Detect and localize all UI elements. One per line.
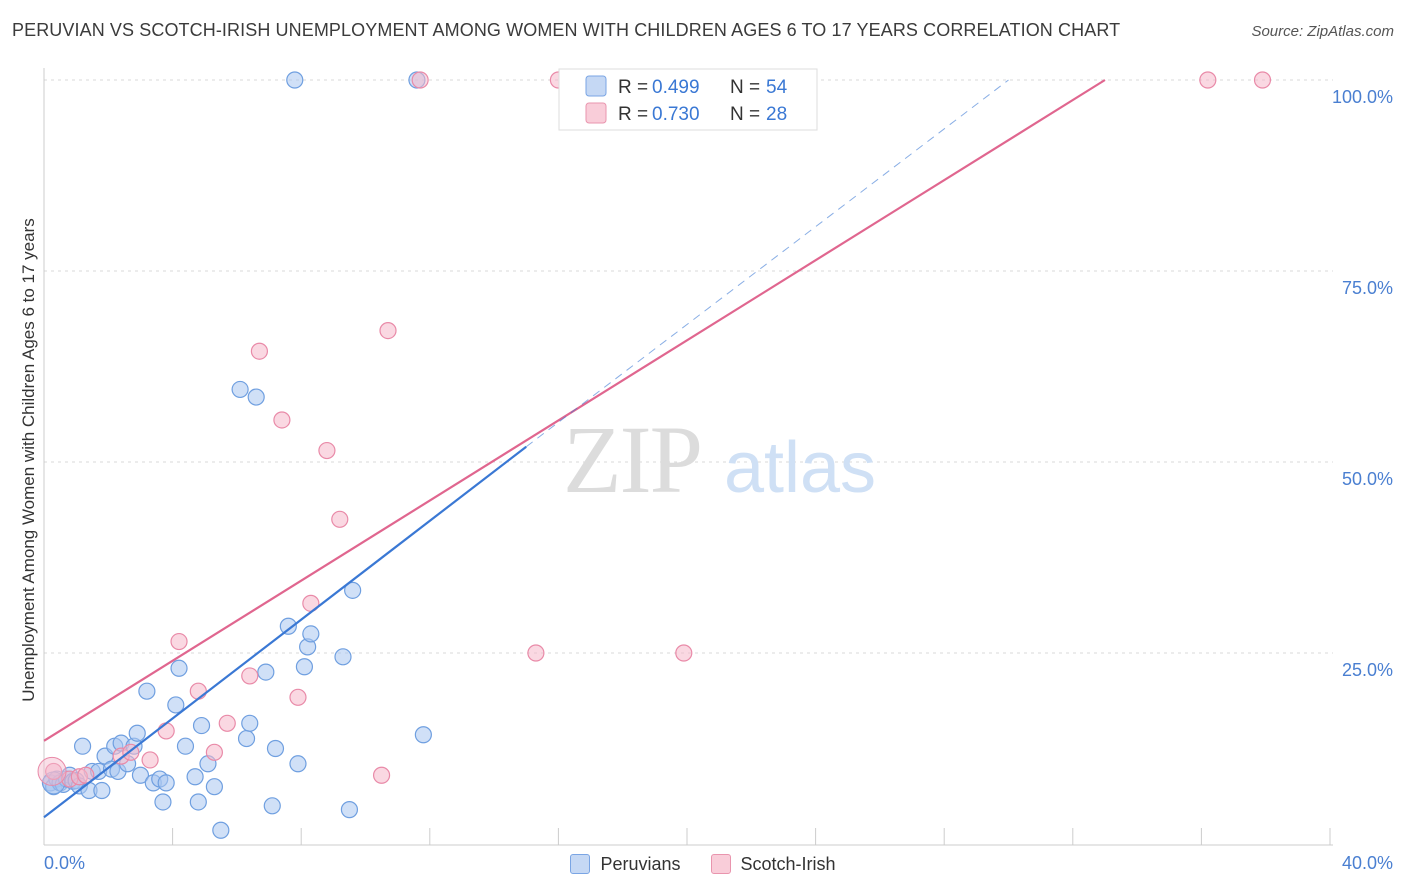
- peruvians-point-41: [247, 388, 265, 406]
- scotch-irish-legend-label: Scotch-Irish: [740, 853, 836, 874]
- peruvians-point-31: [176, 737, 195, 755]
- y-tick-label-50: 50.0%: [1342, 469, 1393, 489]
- scotch-irish-point-19: [372, 766, 391, 784]
- peruvians-point-29: [167, 696, 185, 714]
- peruvians-point-52: [340, 801, 359, 819]
- chart-title: PERUVIAN VS SCOTCH-IRISH UNEMPLOYMENT AM…: [12, 20, 1121, 40]
- scotch-irish-point-10: [205, 743, 223, 761]
- scotch-irish-point-0: [45, 762, 63, 781]
- bottom-legend-peruvians: Peruvians: [570, 853, 681, 875]
- scotch-irish-point-21: [411, 71, 429, 89]
- peruvians-point-46: [286, 71, 304, 89]
- peruvians-trend-line: [43, 445, 527, 819]
- peruvians-point-44: [266, 739, 285, 758]
- peruvians-point-28: [157, 774, 175, 792]
- peruvians-point-39: [237, 729, 256, 748]
- legend-scotch-swatch: [585, 102, 607, 124]
- legend-r-label-1: R =: [618, 77, 648, 98]
- watermark-zip: ZIP: [563, 406, 701, 513]
- scotch-irish-point-9: [189, 682, 207, 700]
- peruvians-point-33: [189, 793, 207, 811]
- bottom-legend-scotch-irish: Scotch-Irish: [710, 853, 836, 875]
- peruvians-point-37: [212, 821, 230, 839]
- peruvians-point-24: [138, 682, 156, 700]
- scotch-irish-point-26: [1253, 71, 1272, 89]
- x-tick-label-max: 40.0%: [1342, 853, 1393, 873]
- scotch-irish-point-3: [77, 766, 95, 784]
- tick-labels: 25.0% 50.0% 75.0% 100.0% 0.0% 40.0%: [44, 87, 1393, 873]
- peruvians-point-43: [263, 797, 281, 815]
- peruvians-point-10: [73, 737, 92, 755]
- legend-n-value-2: 28: [766, 104, 787, 125]
- legend-r-value-1: 0.499: [652, 77, 700, 98]
- peruvians-point-48: [295, 658, 314, 676]
- legend-n-label-1: N =: [730, 77, 760, 98]
- scotch-irish-point-14: [273, 411, 291, 429]
- scotch-irish-point-7: [157, 722, 175, 740]
- peruvians-point-22: [128, 724, 146, 742]
- source-label: Source: ZipAtlas.com: [1251, 23, 1394, 40]
- y-tick-label-75: 75.0%: [1342, 278, 1393, 298]
- scotch-irish-cluster-bubble: [37, 756, 67, 786]
- peruvians-point-14: [93, 781, 111, 800]
- axes: [43, 68, 1333, 846]
- peruvians-point-27: [154, 793, 172, 811]
- peruvians-points: [41, 71, 432, 839]
- peruvians-point-36: [205, 778, 223, 796]
- peruvians-point-40: [241, 714, 259, 732]
- peruvians-trend-extension: [525, 79, 1009, 448]
- x-tick-label-min: 0.0%: [44, 853, 85, 873]
- peruvians-point-42: [257, 663, 275, 681]
- scotch-irish-point-13: [250, 342, 269, 360]
- scotch-irish-point-25: [1199, 71, 1217, 89]
- scotch-irish-point-12: [241, 667, 259, 685]
- watermark: ZIP atlas: [563, 406, 876, 513]
- peruvians-point-34: [192, 716, 211, 735]
- scotch-irish-point-24: [675, 644, 693, 662]
- scotch-irish-point-20: [379, 321, 397, 340]
- legend-n-value-1: 54: [766, 77, 788, 98]
- legend-r-label-2: R =: [618, 104, 648, 125]
- peruvians-point-30: [170, 659, 188, 677]
- bottom-legend: Peruvians Scotch-Irish: [0, 851, 1406, 877]
- y-tick-label-100: 100.0%: [1332, 87, 1393, 107]
- peruvians-point-32: [186, 768, 204, 786]
- peruvians-point-38: [231, 380, 249, 399]
- peruvians-point-45: [279, 617, 297, 635]
- correlation-legend: R = 0.499 N = 54 R = 0.730 N = 28: [558, 68, 818, 131]
- scotch-irish-point-6: [141, 751, 159, 769]
- legend-peruvians-swatch: [585, 75, 607, 97]
- scotch-irish-point-17: [318, 441, 336, 460]
- y-tick-label-25: 25.0%: [1342, 660, 1393, 680]
- gridlines: [44, 79, 1333, 654]
- scotch-irish-point-22: [527, 644, 545, 662]
- legend-r-value-2: 0.730: [652, 104, 700, 125]
- scotch-irish-point-15: [289, 688, 307, 706]
- legend-n-label-2: N =: [730, 104, 760, 125]
- peruvians-swatch: [570, 854, 591, 874]
- scotch-irish-point-18: [331, 510, 349, 528]
- peruvians-point-50: [302, 625, 320, 643]
- peruvians-point-53: [344, 581, 362, 599]
- watermark-atlas: atlas: [724, 428, 876, 508]
- peruvians-point-23: [131, 766, 150, 784]
- peruvians-legend-label: Peruvians: [600, 853, 681, 874]
- trend-lines: [43, 79, 1106, 819]
- peruvians-point-55: [414, 726, 432, 744]
- scotch-irish-point-8: [170, 632, 188, 651]
- peruvians-point-51: [334, 648, 352, 666]
- scotch-irish-swatch: [710, 854, 731, 874]
- scotch-irish-point-11: [218, 714, 236, 732]
- peruvians-point-47: [289, 755, 307, 773]
